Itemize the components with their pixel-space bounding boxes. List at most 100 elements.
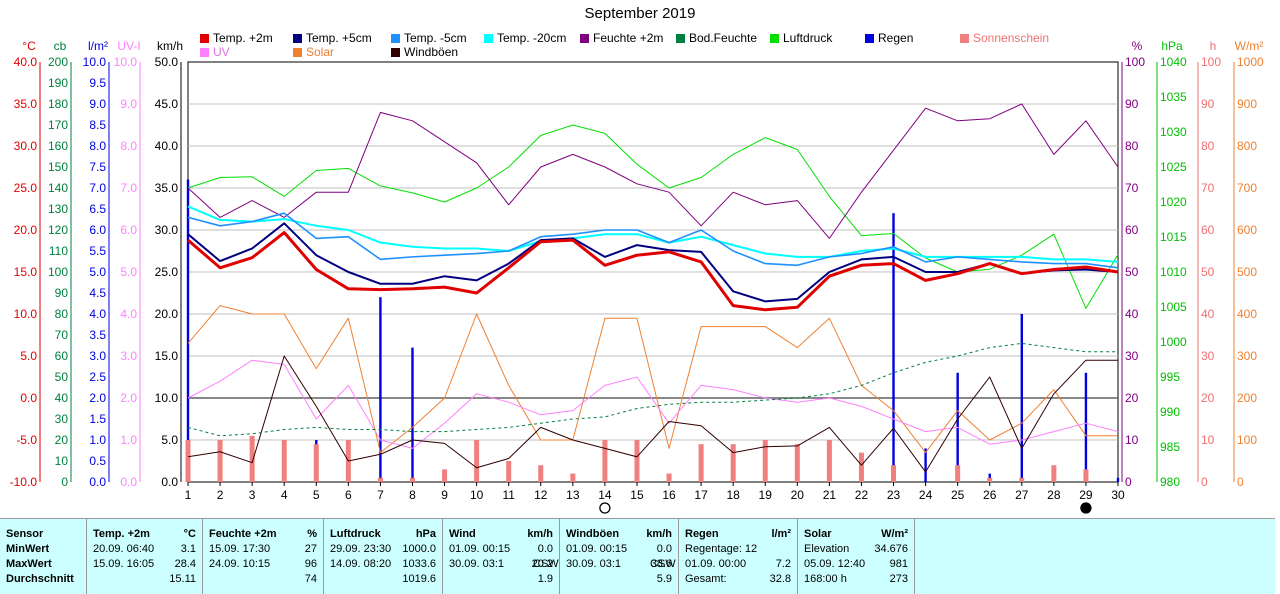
right-axis-tick-label: 700 [1237, 181, 1257, 195]
right-axis-tick-label: 90 [1201, 97, 1215, 111]
stats-value: 20.2 [531, 558, 553, 570]
left-axis-tick-label: 3.0 [89, 349, 106, 363]
x-tick-label: 20 [791, 488, 805, 502]
x-tick-label: 8 [409, 488, 416, 502]
right-axis-tick-label: 1000 [1237, 55, 1264, 69]
rain-bar [1020, 314, 1023, 482]
x-tick-label: 22 [855, 488, 869, 502]
rain-bar [1084, 372, 1088, 482]
stats-value: 0.0 [656, 543, 672, 555]
right-axis-tick-label: 995 [1160, 370, 1180, 384]
left-axis-tick-label: 0.0 [120, 475, 137, 489]
stats-cell: 168:00 h [804, 573, 847, 585]
right-axis-tick-label: 30 [1201, 349, 1215, 363]
series-line-solar [187, 305, 1118, 454]
stats-value: 1033.6 [402, 558, 436, 570]
stats-header: Luftdruck [330, 528, 381, 540]
legend-item: UV [200, 45, 230, 59]
stats-col-feuchte: Feuchte +2m% 15.09. 17:30 27 24.09. 10:15 96… [203, 519, 324, 594]
legend-label: Feuchte +2m [593, 31, 664, 45]
x-tick-label: 29 [1079, 488, 1093, 502]
sunshine-bar [570, 473, 576, 482]
left-axis-unit: cb [54, 39, 67, 53]
rain-bar [186, 179, 190, 482]
stats-col-wind: Wind km/h 01.09. 00:15 0.0 30.09. 03:1 CSW 20.… [443, 519, 560, 594]
legend-swatch [200, 48, 209, 57]
stats-unit: l/m² [771, 528, 791, 540]
x-tick-label: 30 [1111, 488, 1125, 502]
series-line-temp-5cm [187, 212, 1119, 269]
x-tick-label: 13 [566, 488, 580, 502]
rain-bar [379, 297, 382, 482]
left-axis-tick-label: 9.0 [120, 97, 137, 111]
left-axis-tick-label: 45.0 [155, 97, 179, 111]
left-axis-tick-label: 15.0 [155, 349, 179, 363]
left-axis-tick-label: 150 [48, 160, 68, 174]
left-axis-tick-label: 10.0 [14, 307, 38, 321]
x-tick-label: 10 [470, 488, 484, 502]
sunshine-bar [602, 440, 608, 482]
left-axis-tick-label: 30 [55, 412, 69, 426]
stats-header: Temp. +2m [93, 528, 150, 540]
left-axis-tick-label: 200 [48, 55, 68, 69]
legend-item: Luftdruck [770, 31, 832, 45]
legend-item: Sonnenschein [960, 31, 1049, 45]
left-axis-tick-label: 170 [48, 118, 68, 132]
x-tick-label: 5 [313, 488, 320, 502]
right-axis-tick-label: 1040 [1160, 55, 1187, 69]
stats-cell: 05.09. 12:40 [804, 558, 866, 570]
sunshine-bar [313, 444, 319, 482]
stats-value: 7.2 [775, 558, 791, 570]
stats-col-solar: Solar W/m² Elevation 34.676 05.09. 12:40 981 1… [798, 519, 915, 594]
left-axis-tick-label: 4.0 [89, 307, 106, 321]
right-axis-tick-label: 600 [1237, 223, 1257, 237]
left-axis-tick-label: 2.0 [120, 391, 137, 405]
legend-label: Bod.Feuchte [689, 31, 758, 45]
left-axis-tick-label: 10.0 [155, 391, 179, 405]
legend-item: Temp. +5cm [293, 31, 372, 45]
legend-item: Bod.Feuchte [676, 31, 757, 45]
left-axis-tick-label: 40.0 [155, 139, 179, 153]
legend-swatch [293, 48, 302, 57]
right-axis-tick-label: 50 [1125, 265, 1139, 279]
right-axis-tick-label: 0 [1125, 475, 1132, 489]
right-axis-tick-label: 60 [1201, 223, 1215, 237]
legend-swatch [960, 34, 969, 43]
series-line-windb-en [187, 355, 1118, 473]
right-axis-tick-label: 500 [1237, 265, 1257, 279]
stats-unit: °C [183, 528, 196, 540]
new-moon-icon [1080, 502, 1092, 514]
left-axis-tick-label: 130 [48, 202, 68, 216]
stats-value: 96 [304, 558, 317, 570]
legend-label: Temp. -5cm [404, 31, 467, 45]
x-tick-label: 17 [694, 488, 708, 502]
left-axis-tick-label: 25.0 [155, 265, 179, 279]
right-axis-tick-label: 100 [1125, 55, 1145, 69]
legend-swatch [293, 34, 302, 43]
stats-label-avg: Durchschnitt [6, 573, 74, 585]
left-axis-tick-label: 30.0 [14, 139, 38, 153]
legend-swatch [391, 34, 400, 43]
left-axis-tick-label: 6.0 [120, 223, 137, 237]
stats-cell: 14.09. 08:20 [330, 558, 392, 570]
left-axis-tick-label: 4.5 [89, 286, 106, 300]
left-axis-tick-label: 7.0 [120, 181, 137, 195]
stats-unit: hPa [415, 528, 436, 540]
legend-label: Temp. -20cm [497, 31, 567, 45]
sunshine-bar [858, 452, 864, 482]
left-axis-tick-label: 35.0 [155, 181, 179, 195]
x-tick-label: 6 [345, 488, 352, 502]
sunshine-bar [281, 440, 287, 482]
right-axis-tick-label: 70 [1201, 181, 1215, 195]
stats-header: Wind [449, 528, 476, 540]
rain-bar [892, 213, 895, 482]
left-axis-tick-label: 5.0 [161, 433, 178, 447]
sunshine-bar [538, 465, 544, 482]
left-axis-tick-label: 190 [48, 76, 68, 90]
x-tick-label: 3 [249, 488, 256, 502]
left-axis-tick-label: 0.0 [89, 475, 106, 489]
right-axis-tick-label: 900 [1237, 97, 1257, 111]
left-axis-tick-label: 20.0 [155, 307, 179, 321]
left-axis-tick-label: 9.0 [89, 97, 106, 111]
right-axis-tick-label: 800 [1237, 139, 1257, 153]
